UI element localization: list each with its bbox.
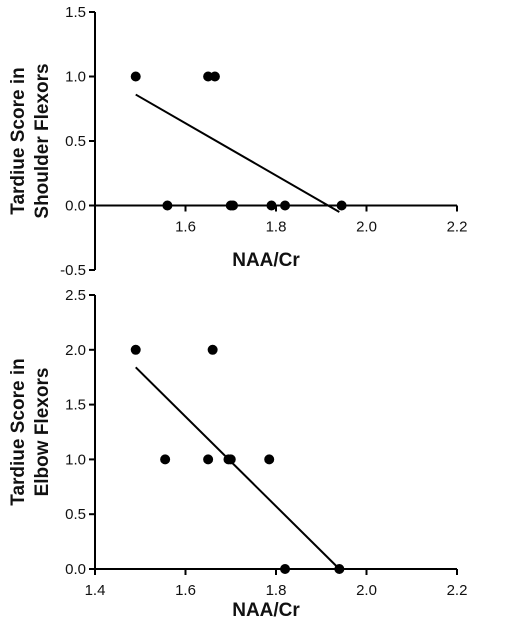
y-tick-label: 1.0 — [65, 69, 86, 86]
x-tick-label: 1.6 — [175, 219, 196, 236]
x-tick-label: 1.4 — [85, 582, 106, 599]
data-point — [130, 71, 141, 82]
x-axis-label: NAA/Cr — [232, 250, 300, 271]
y-tick-label: 0.5 — [65, 506, 86, 523]
data-point — [336, 200, 347, 211]
data-point — [266, 200, 277, 211]
y-tick-label: 0.0 — [65, 198, 86, 215]
y-tick-label: 1.5 — [65, 4, 86, 21]
data-point — [280, 564, 291, 574]
data-point — [264, 454, 275, 465]
x-tick-label: 1.6 — [175, 582, 196, 599]
data-point — [209, 71, 220, 82]
x-tick-label: 2.0 — [356, 219, 377, 236]
y-tick-label: 1.0 — [65, 451, 86, 468]
y-axis-label-line: Shoulder Flexors — [32, 63, 53, 218]
data-point — [162, 200, 173, 211]
y-tick-label: 2.0 — [65, 342, 86, 359]
data-point — [334, 564, 345, 574]
regression-line — [135, 93, 340, 213]
y-axis-label-line: Tardiue Score in — [8, 67, 29, 214]
data-point — [203, 454, 214, 465]
x-axis-label: NAA/Cr — [232, 600, 300, 621]
y-tick-label: 1.5 — [65, 397, 86, 414]
data-point — [130, 344, 141, 355]
chart-panel-1: -0.5 0.0 0.5 1.0 1.5 1.6 1.8 2.0 2.2 NAA/Cr Tardiu… — [8, 4, 467, 279]
y-axis-label-line: Elbow Flexors — [32, 368, 53, 497]
data-point — [207, 344, 218, 355]
y-tick-label: 0.0 — [65, 561, 86, 578]
data-point — [225, 454, 236, 465]
x-tick-label: 1.8 — [266, 582, 287, 599]
y-tick-label: 2.5 — [65, 287, 86, 304]
x-tick-label: 1.8 — [266, 219, 287, 236]
x-tick-label: 2.0 — [356, 582, 377, 599]
y-axis-label: Tardiue Score in Shoulder Flexors — [8, 63, 53, 218]
data-point — [280, 200, 291, 211]
x-tick-label: 2.2 — [447, 219, 468, 236]
y-tick-label: -0.5 — [60, 262, 86, 279]
regression-line — [135, 366, 341, 570]
y-axis-label: Tardiue Score in Elbow Flexors — [8, 358, 53, 505]
data-point — [228, 200, 239, 211]
data-point — [160, 454, 171, 465]
x-tick-label: 2.2 — [447, 582, 468, 599]
chart-panel-2: 0.0 0.5 1.0 1.5 2.0 2.5 1.4 1.6 1.8 2.0 2.2 NAA/Cr T… — [8, 287, 467, 621]
y-tick-label: 0.5 — [65, 133, 86, 150]
y-axis-label-line: Tardiue Score in — [8, 358, 29, 505]
